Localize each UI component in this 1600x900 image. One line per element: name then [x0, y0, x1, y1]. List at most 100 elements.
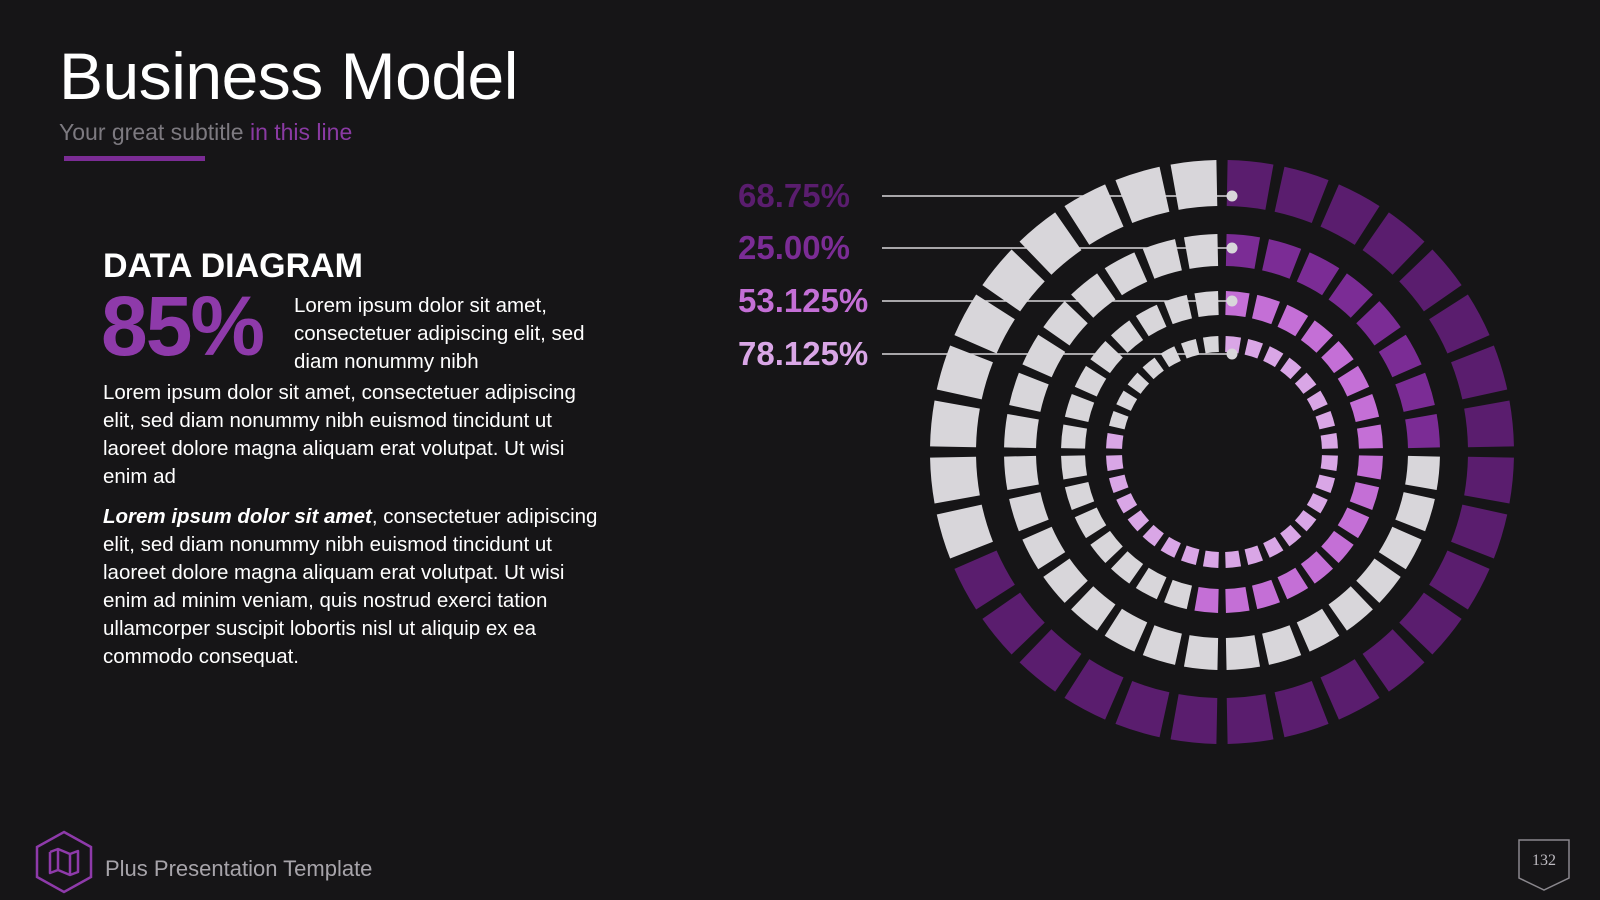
ring-1-segment	[936, 504, 993, 559]
ring-3-segment	[1064, 394, 1095, 422]
ring-2-segment	[1328, 273, 1373, 318]
ring-4-segment	[1315, 410, 1336, 430]
ring-1-segment	[1115, 681, 1170, 738]
ring-3-segment	[1337, 507, 1370, 539]
intro-text: Lorem ipsum dolor sit amet, consectetuer…	[294, 294, 585, 373]
ring-2-segment	[1104, 252, 1148, 296]
paragraph-2: Lorem ipsum dolor sit amet, consectetuer…	[103, 503, 603, 671]
ring-2-segment	[1142, 625, 1182, 665]
ring-2-segment	[1296, 252, 1340, 296]
ring-3-segment	[1277, 304, 1309, 337]
ring-4-segment	[1180, 338, 1200, 359]
ring-1-segment	[1274, 166, 1329, 223]
ring-3-segment	[1300, 551, 1334, 584]
ring-2-segment	[1225, 635, 1261, 670]
ring-1-segment	[1399, 592, 1462, 655]
ring-3-segment	[1349, 482, 1380, 510]
ring-2-segment	[1004, 413, 1039, 449]
ring-3-segment	[1164, 579, 1192, 610]
ring-1-segment	[1274, 681, 1329, 738]
ring-4-segment	[1244, 545, 1264, 566]
ring-1-segment	[1064, 184, 1124, 245]
ring-1-segment	[1429, 550, 1490, 610]
ring-1-segment	[1226, 694, 1274, 744]
ring-1-segment	[1320, 659, 1380, 720]
ring-1-segment	[982, 249, 1045, 312]
ring-2-segment	[1009, 372, 1049, 412]
ring-3-segment	[1300, 320, 1334, 353]
ring-2-segment	[1183, 635, 1219, 670]
paragraph-2-rest: , consectetuer adipiscing elit, sed diam…	[103, 505, 598, 668]
ring-3-segment	[1110, 320, 1144, 353]
subtitle-main: Your great subtitle	[59, 119, 244, 145]
page-badge	[1518, 839, 1570, 891]
ring-2-segment	[1225, 234, 1261, 269]
ring-3-segment	[1074, 507, 1107, 539]
ring-1-segment	[1019, 212, 1082, 275]
ring-4-segment	[1320, 432, 1338, 449]
ring-label-1: 68.75%	[738, 177, 850, 214]
ring-1-segment	[1451, 345, 1508, 400]
ring-1-segment	[1464, 400, 1514, 448]
ring-2-segment	[1262, 625, 1302, 665]
ring-label-4: 78.125%	[738, 335, 869, 372]
section-heading: DATA DIAGRAM	[103, 247, 363, 285]
slide-title: Business Model	[59, 39, 518, 113]
slide-subtitle: Your great subtitle in this line	[59, 119, 352, 146]
ring-4-segment	[1244, 338, 1264, 359]
ring-4-segment	[1202, 550, 1219, 568]
ring-1-segment	[982, 592, 1045, 655]
ring-4-segment	[1142, 524, 1164, 547]
ring-4-segment	[1280, 357, 1302, 380]
ring-4-segment	[1180, 545, 1200, 566]
ring-4-segment	[1160, 346, 1181, 368]
ring-2-segment	[1262, 239, 1302, 279]
ring-1-segment	[1362, 629, 1425, 692]
ring-2-segment	[1328, 586, 1373, 631]
ring-3-segment	[1321, 340, 1354, 374]
ring-4-segment	[1306, 493, 1328, 514]
ring-4-segment	[1280, 524, 1302, 547]
ring-4-segment	[1108, 410, 1129, 430]
ring-3-segment	[1164, 294, 1192, 325]
ring-1-segment	[1362, 212, 1425, 275]
ring-3-segment	[1349, 394, 1380, 422]
big-percent: 85%	[101, 279, 265, 373]
ring-1-segment	[930, 456, 980, 504]
ring-1-segment	[1464, 456, 1514, 504]
ring-4-segment	[1306, 390, 1328, 411]
ring-4-segment	[1127, 372, 1150, 394]
ring-4-segment	[1263, 346, 1284, 368]
ring-3	[1061, 291, 1383, 613]
ring-3-segment	[1252, 579, 1280, 610]
ring-2-segment	[1395, 372, 1435, 412]
ring-2-segment	[1356, 301, 1401, 346]
leader-dot-4	[1226, 348, 1238, 360]
ring-3-segment	[1337, 365, 1370, 397]
ring-3-segment	[1110, 551, 1144, 584]
leader-dot-3	[1226, 295, 1238, 307]
ring-1-segment	[954, 550, 1015, 610]
ring-4-segment	[1142, 357, 1164, 380]
ring-2-segment	[1043, 558, 1088, 603]
ring-4-segment	[1294, 510, 1317, 532]
ring-3-segment	[1252, 294, 1280, 325]
ring-2-segment	[1405, 455, 1440, 491]
ring-4-segment	[1202, 336, 1219, 354]
ring-3-segment	[1356, 424, 1383, 449]
ring-3-segment	[1225, 586, 1250, 613]
ring-3-segment	[1135, 304, 1167, 337]
ring-3-segment	[1074, 365, 1107, 397]
ring-1-segment	[954, 294, 1015, 354]
ring-4-segment	[1263, 536, 1284, 558]
ring-2-segment	[1043, 301, 1088, 346]
ring-4-segment	[1225, 550, 1242, 568]
ring-3-segment	[1061, 455, 1088, 480]
ring-2-segment	[1405, 413, 1440, 449]
ring-4-segment	[1225, 336, 1242, 354]
ring-1-segment	[1170, 694, 1218, 744]
ring-2-segment	[1142, 239, 1182, 279]
ring-4-segment	[1320, 455, 1338, 472]
leader-dot-2	[1226, 242, 1238, 254]
